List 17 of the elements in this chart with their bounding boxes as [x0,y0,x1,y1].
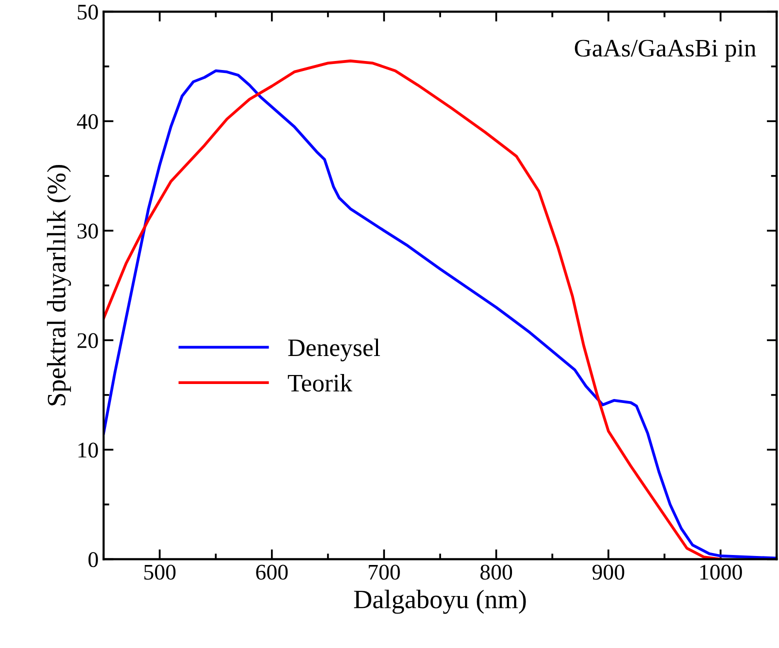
x-axis-title: Dalgaboyu (nm) [354,590,526,614]
legend-label: Teorik [288,374,352,392]
x-tick-label: 1000 [700,564,742,580]
annotation: GaAs/GaAsBi pin [574,40,756,62]
x-tick-label: 600 [256,564,288,580]
x-tick-label: 500 [144,564,176,580]
y-axis-title: Spektral duyarlılık (%) [46,164,71,406]
y-tick-label: 30 [78,224,98,239]
x-tick-label: 900 [592,564,624,580]
y-tick-label: 50 [78,4,98,20]
legend-label: Deneysel [288,338,380,362]
y-tick-label: 20 [78,333,98,348]
y-tick-label: 10 [78,442,98,458]
y-tick-label: 0 [88,552,98,568]
y-tick-label: 40 [76,114,98,130]
x-tick-label: 800 [480,564,512,580]
x-tick-label: 700 [368,564,400,580]
